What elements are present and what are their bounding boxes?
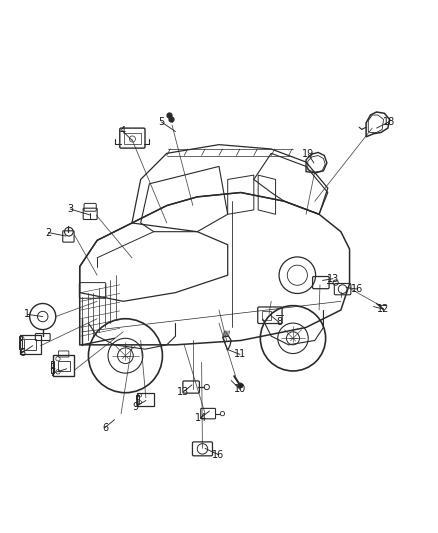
- Bar: [51, 363, 54, 367]
- Bar: [136, 395, 139, 399]
- Text: 16: 16: [212, 449, 224, 459]
- Text: 19: 19: [302, 149, 314, 159]
- Text: 10: 10: [234, 384, 246, 394]
- Text: 3: 3: [67, 204, 73, 214]
- Text: 7: 7: [49, 368, 56, 378]
- Text: 12: 12: [377, 304, 390, 314]
- Bar: [51, 361, 54, 373]
- Text: 16: 16: [351, 284, 364, 294]
- Text: 14: 14: [194, 413, 207, 423]
- Text: 5: 5: [159, 117, 165, 127]
- Bar: [136, 395, 139, 403]
- Bar: [137, 393, 154, 406]
- Text: 13: 13: [327, 273, 339, 284]
- Text: 2: 2: [45, 228, 52, 238]
- Bar: [53, 356, 74, 376]
- Text: 4: 4: [119, 126, 125, 136]
- Bar: [124, 133, 141, 144]
- Text: 8: 8: [276, 317, 282, 327]
- Text: 9: 9: [132, 402, 138, 411]
- Text: 18: 18: [383, 117, 395, 127]
- Bar: [19, 336, 22, 339]
- Bar: [58, 360, 70, 371]
- Text: 1: 1: [25, 309, 31, 319]
- Bar: [19, 340, 22, 349]
- Bar: [20, 335, 42, 353]
- Text: 6: 6: [19, 348, 25, 358]
- Text: 13: 13: [177, 387, 190, 397]
- Text: 11: 11: [234, 350, 246, 359]
- Text: 6: 6: [102, 423, 108, 433]
- Bar: [261, 311, 271, 320]
- Bar: [24, 339, 36, 350]
